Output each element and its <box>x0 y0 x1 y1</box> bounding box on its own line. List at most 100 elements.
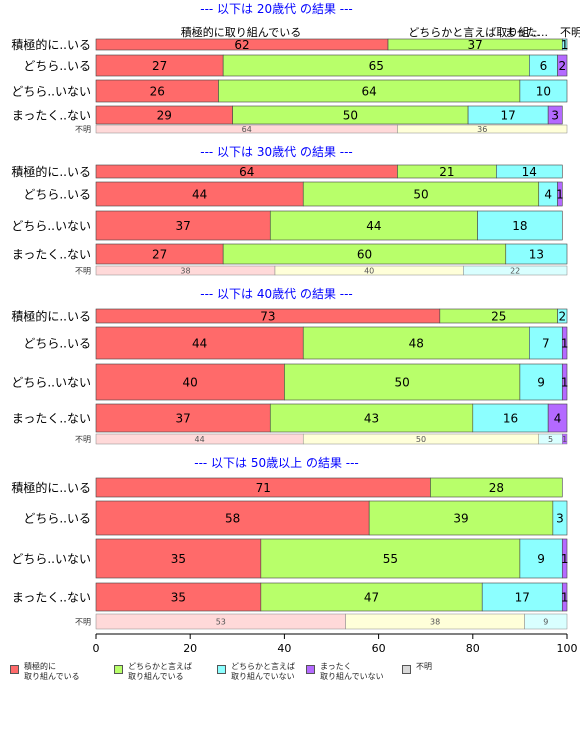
legend-item: どちらかと言えば 取り組んでいない <box>217 662 295 682</box>
data-label: 37 <box>468 38 483 52</box>
data-label: 43 <box>364 412 379 426</box>
data-label: 1 <box>561 552 569 566</box>
data-label: 47 <box>364 591 379 605</box>
data-label: 44 <box>192 188 207 202</box>
row-label: まったく..ない <box>12 412 91 426</box>
x-tick-label: 20 <box>183 642 197 655</box>
x-tick-label: 100 <box>557 642 578 655</box>
row-label: 積極的に..いる <box>11 309 91 324</box>
data-label: 4 <box>554 412 562 426</box>
data-label: 14 <box>522 165 537 179</box>
unknown-data-label: 1 <box>562 435 567 444</box>
data-label: 27 <box>152 248 167 262</box>
bar-segment <box>95 363 285 401</box>
bar-segment <box>95 210 271 241</box>
bar-segment <box>561 582 568 612</box>
header-label: 積極的に取り組んでいる <box>181 25 301 39</box>
data-label: 13 <box>529 248 544 262</box>
unknown-row-label: 不明 <box>75 618 91 627</box>
bar-segment <box>561 363 568 401</box>
data-label: 6 <box>540 59 548 73</box>
data-label: 71 <box>256 481 271 495</box>
bar-segment <box>557 54 568 77</box>
bar-segment <box>552 500 568 536</box>
row-label: 積極的に..いる <box>11 37 91 52</box>
unknown-data-label: 38 <box>180 267 190 276</box>
data-label: 44 <box>192 337 207 351</box>
data-label: 73 <box>260 310 275 324</box>
unknown-row-label: 不明 <box>75 125 91 134</box>
bar-segment <box>368 500 554 536</box>
row-label: どちら..いる <box>23 512 91 526</box>
bar-segment <box>557 181 563 207</box>
data-label: 50 <box>343 109 358 123</box>
data-label: 65 <box>369 59 384 73</box>
row-label: どちら..いる <box>23 59 91 73</box>
unknown-data-label: 50 <box>416 435 426 444</box>
unknown-data-label: 44 <box>195 435 205 444</box>
data-label: 16 <box>503 412 518 426</box>
data-label: 1 <box>561 337 569 351</box>
data-label: 9 <box>537 376 545 390</box>
bar-segment <box>561 326 568 360</box>
bar-segment <box>547 105 563 125</box>
row-label: どちら..いない <box>11 552 91 566</box>
data-label: 17 <box>515 591 530 605</box>
legend-swatch <box>306 665 315 674</box>
data-label: 64 <box>239 165 254 179</box>
bar-segment <box>284 363 521 401</box>
data-label: 7 <box>542 337 550 351</box>
data-label: 4 <box>544 188 552 202</box>
x-tick-label: 40 <box>277 642 291 655</box>
legend-swatch <box>114 665 123 674</box>
data-label: 10 <box>536 85 551 99</box>
data-label: 29 <box>157 109 172 123</box>
bar-segment <box>496 164 563 179</box>
legend-item: 積極的に 取り組んでいる <box>10 662 80 682</box>
data-label: 37 <box>175 412 190 426</box>
data-label: 1 <box>561 38 569 52</box>
bar-segment <box>430 477 563 498</box>
unknown-row-label: 不明 <box>75 267 91 276</box>
legend-label: 積極的に 取り組んでいる <box>24 662 80 681</box>
unknown-data-label: 22 <box>510 267 520 276</box>
unknown-data-label: 53 <box>216 618 226 627</box>
data-label: 2 <box>558 310 566 324</box>
bar-segment <box>477 210 563 241</box>
bar-segment <box>269 403 474 433</box>
data-label: 35 <box>171 591 186 605</box>
unknown-data-label: 36 <box>477 125 487 134</box>
bar-segment <box>505 243 568 265</box>
row-label: まったく..ない <box>12 591 91 605</box>
x-tick-label: 80 <box>466 642 480 655</box>
data-label: 17 <box>500 109 515 123</box>
legend-swatch <box>402 665 411 674</box>
bar-segment <box>302 326 530 360</box>
row-label: 積極的に..いる <box>11 480 91 495</box>
data-label: 39 <box>453 512 468 526</box>
data-label: 3 <box>551 109 559 123</box>
header-label: どちらかと言えば取り組... <box>408 26 540 39</box>
data-label: 50 <box>413 188 428 202</box>
row-label: どちら..いる <box>23 188 91 202</box>
data-label: 48 <box>409 337 424 351</box>
stacked-bar-chart: 積極的に取り組んでいる どちらかと言えば取り組...まった... 不明 --- 以下は… <box>11 2 580 655</box>
unknown-bar-segment <box>562 433 568 445</box>
unknown-data-label: 5 <box>548 435 553 444</box>
unknown-row-label: 不明 <box>75 435 91 444</box>
bar-segment <box>481 582 563 612</box>
bar-segment <box>547 403 568 433</box>
bar-segment <box>95 500 370 536</box>
bar-segment <box>519 363 563 401</box>
unknown-bar-segment <box>397 124 568 134</box>
bar-segment <box>557 308 568 324</box>
legend-item: どちらかと言えば 取り組んでいる <box>114 662 192 682</box>
bar-segment <box>519 79 568 103</box>
data-label: 9 <box>537 552 545 566</box>
data-label: 26 <box>150 85 165 99</box>
data-label: 64 <box>362 85 377 99</box>
panel-title: --- 以下は 30歳代 の結果 --- <box>200 145 353 159</box>
row-label: まったく..ない <box>12 109 91 123</box>
legend-label: 不明 <box>416 662 432 671</box>
row-label: どちら..いる <box>23 337 91 351</box>
